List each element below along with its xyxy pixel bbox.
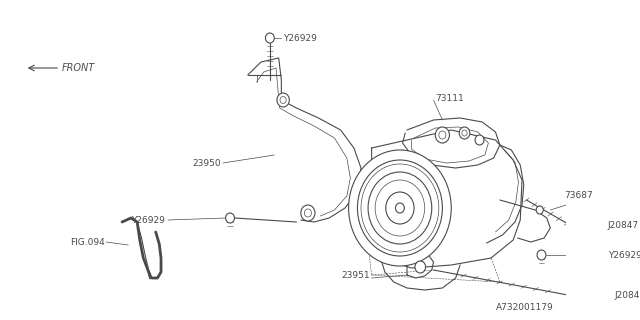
Text: 73111: 73111: [435, 93, 464, 102]
Circle shape: [459, 127, 470, 139]
Text: FRONT: FRONT: [62, 63, 95, 73]
Text: J20847: J20847: [615, 291, 640, 300]
Text: J20847: J20847: [608, 220, 639, 229]
Circle shape: [277, 93, 289, 107]
Text: 73687: 73687: [564, 190, 593, 199]
Circle shape: [435, 127, 449, 143]
Circle shape: [396, 203, 404, 213]
Circle shape: [537, 250, 546, 260]
Ellipse shape: [349, 150, 451, 266]
Circle shape: [580, 294, 588, 302]
Circle shape: [536, 206, 543, 214]
Circle shape: [415, 261, 426, 273]
Ellipse shape: [368, 172, 432, 244]
Text: FIG.094: FIG.094: [70, 237, 104, 246]
Circle shape: [266, 33, 275, 43]
Text: A732001179: A732001179: [495, 303, 553, 313]
Ellipse shape: [358, 160, 442, 256]
Text: Y26929: Y26929: [131, 215, 164, 225]
Text: Y26929: Y26929: [608, 251, 640, 260]
Text: 23951: 23951: [341, 270, 370, 279]
Text: 23950: 23950: [193, 158, 221, 167]
Circle shape: [226, 213, 234, 223]
Circle shape: [475, 135, 484, 145]
Circle shape: [572, 224, 579, 232]
Text: Y26929: Y26929: [283, 34, 317, 43]
Circle shape: [301, 205, 315, 221]
Ellipse shape: [386, 192, 414, 224]
